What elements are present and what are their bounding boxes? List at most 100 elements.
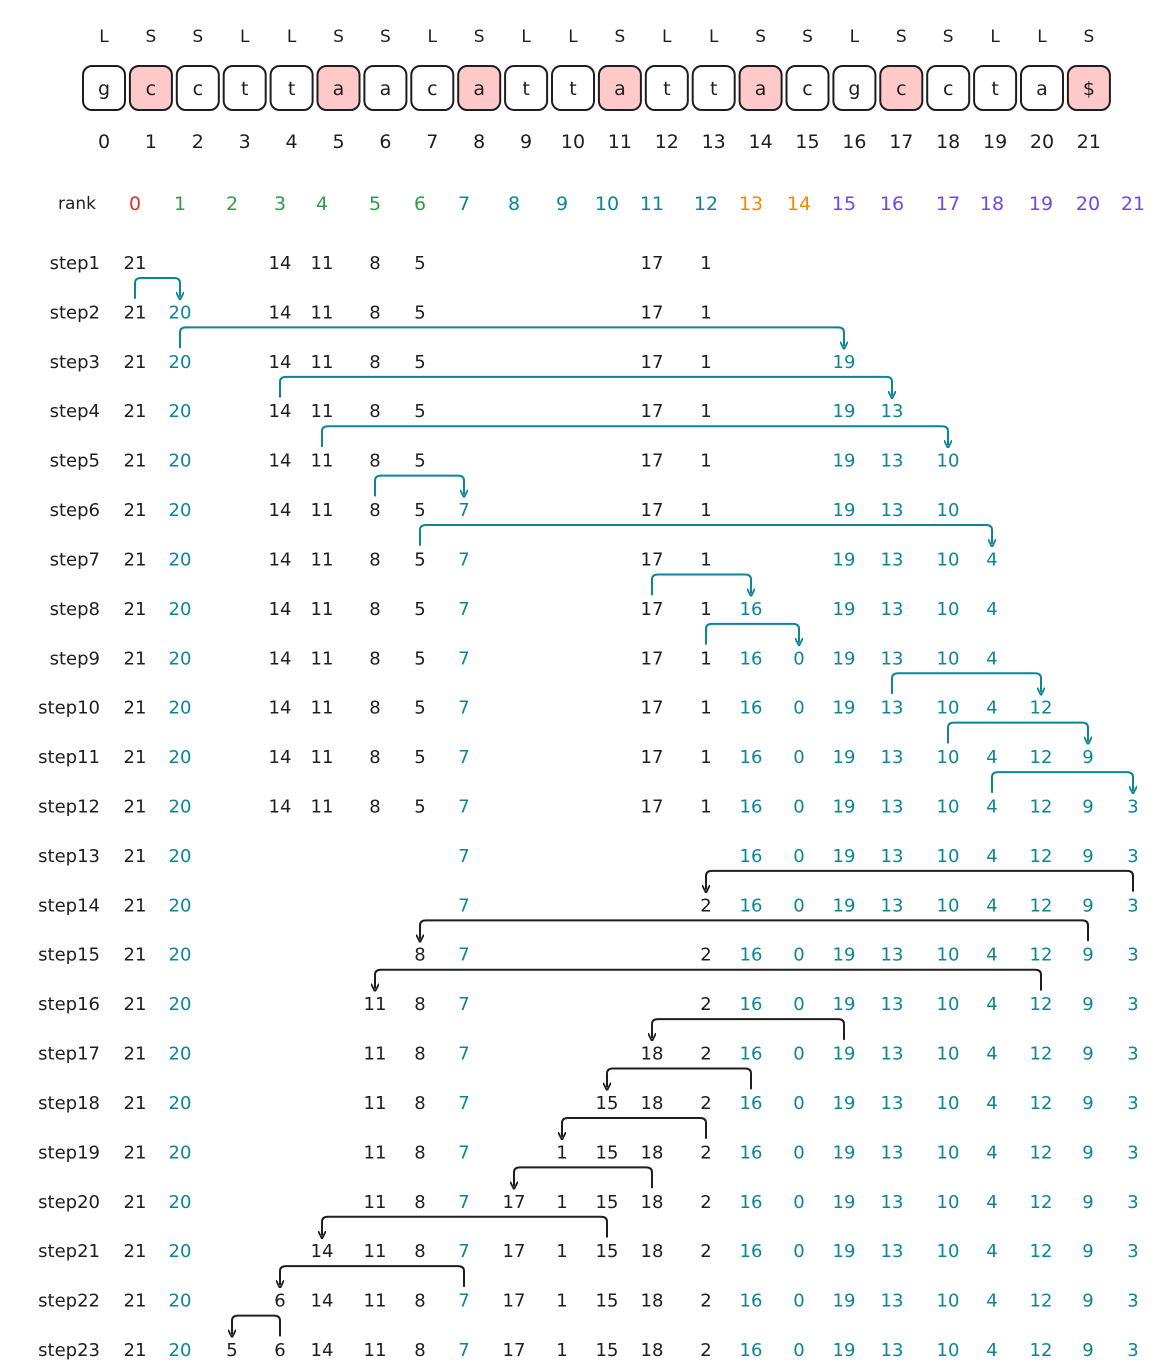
bucket-value: 18 [641, 1093, 664, 1114]
bucket-value: 11 [311, 648, 334, 669]
cell-char: a [755, 78, 767, 100]
string-cell: a [738, 65, 783, 111]
bucket-value: 21 [124, 253, 147, 274]
bucket-value: 1 [700, 747, 711, 768]
bucket-value: 17 [641, 698, 664, 719]
bucket-value: 21 [124, 895, 147, 916]
bucket-value: 13 [881, 698, 904, 719]
bucket-value: 19 [833, 451, 856, 472]
bucket-value: 16 [740, 846, 763, 867]
index-number: 10 [561, 131, 585, 153]
string-cell: g [82, 65, 126, 111]
bucket-value: 2 [700, 895, 711, 916]
bucket-value: 5 [414, 401, 425, 422]
bucket-value: 4 [986, 1192, 997, 1213]
type-label: S [146, 27, 157, 47]
bucket-value: 2 [700, 1142, 711, 1163]
bucket-value: 21 [124, 599, 147, 620]
move-arrow [375, 968, 1042, 990]
step-label: step9 [50, 648, 100, 669]
cell-char: a [1036, 78, 1048, 100]
bucket-value: 1 [700, 549, 711, 570]
cell-char: t [241, 78, 248, 100]
bucket-value: 2 [700, 1340, 711, 1361]
type-label: S [943, 27, 954, 47]
bucket-value: 20 [169, 1291, 192, 1312]
bucket-value: 4 [986, 1291, 997, 1312]
bucket-value: 9 [1082, 994, 1093, 1015]
bucket-value: 10 [937, 599, 960, 620]
move-arrow [652, 1018, 845, 1039]
bucket-value: 7 [458, 895, 469, 916]
bucket-value: 19 [833, 1093, 856, 1114]
string-cell: c [410, 65, 455, 111]
bucket-value: 21 [124, 797, 147, 818]
step-label: step14 [38, 895, 100, 916]
type-label: L [1037, 27, 1047, 47]
cell-box [832, 65, 877, 111]
bucket-value: 20 [169, 1241, 192, 1262]
cell-char: g [98, 78, 110, 100]
bucket-value: 17 [641, 451, 664, 472]
step-row: step5 21 20 14 11 8 5 17 1 19 13 10 [50, 451, 960, 472]
bucket-value: 1 [700, 401, 711, 422]
cell-box [175, 65, 220, 111]
bucket-value: 11 [364, 994, 387, 1015]
bucket-value: 16 [740, 1241, 763, 1262]
step-label: step19 [38, 1142, 100, 1163]
step-row: step22 21 20 6 14 11 8 7 17 1 15 18 2 16 0 19 13 10 4 12 9 3 [38, 1291, 1139, 1312]
bucket-value: 9 [1082, 1291, 1093, 1312]
bucket-value: 8 [414, 1093, 425, 1114]
bucket-value: 7 [458, 846, 469, 867]
bucket-value: 14 [311, 1340, 334, 1361]
string-cell: $ [1066, 65, 1111, 111]
bucket-value: 14 [269, 500, 292, 521]
move-arrow [514, 1166, 653, 1187]
string-cell-row: g c c t t a a c a t t a t t a c g c c t a $ [82, 65, 1111, 111]
bucket-value: 2 [700, 1291, 711, 1312]
cell-char: a [333, 78, 345, 100]
rank-row: rank 0 1 2 3 4 5 6 7 8 9 10 11 12 13 14 15 16 17 18 19 20 21 [58, 193, 1145, 215]
bucket-value: 3 [1127, 1142, 1138, 1163]
bucket-value: 13 [881, 1093, 904, 1114]
bucket-value: 0 [793, 797, 804, 818]
bucket-value: 19 [833, 401, 856, 422]
bucket-value: 19 [833, 945, 856, 966]
string-cell: t [551, 65, 595, 111]
bucket-value: 9 [1082, 1044, 1093, 1065]
bucket-value: 11 [364, 1044, 387, 1065]
bucket-value: 8 [414, 1340, 425, 1361]
move-arrow [706, 869, 1134, 891]
bucket-value: 18 [641, 1142, 664, 1163]
bucket-value: 4 [986, 945, 997, 966]
bucket-value: 13 [881, 1340, 904, 1361]
bucket-value: 17 [503, 1192, 526, 1213]
step-row: step18 21 20 11 8 7 15 18 2 16 0 19 13 10 4 12 9 3 [38, 1093, 1139, 1114]
index-number: 6 [379, 131, 391, 153]
move-arrow [991, 771, 1133, 792]
step-label: step18 [38, 1093, 100, 1114]
step-row: step9 21 20 14 11 8 5 7 17 1 16 0 19 13 10 4 [50, 648, 998, 669]
bucket-value: 17 [641, 401, 664, 422]
bucket-value: 11 [311, 599, 334, 620]
bucket-value: 16 [740, 599, 763, 620]
bucket-value: 9 [1082, 895, 1093, 916]
bucket-value: 4 [986, 846, 997, 867]
bucket-value: 18 [641, 1192, 664, 1213]
bucket-value: 11 [364, 1291, 387, 1312]
bucket-value: 8 [414, 1044, 425, 1065]
bucket-value: 16 [740, 1192, 763, 1213]
bucket-value: 9 [1082, 846, 1093, 867]
bucket-value: 0 [793, 698, 804, 719]
bucket-value: 5 [414, 500, 425, 521]
bucket-value: 13 [881, 1291, 904, 1312]
step-label: step10 [38, 698, 100, 719]
bucket-value: 3 [1127, 1291, 1138, 1312]
bucket-value: 21 [124, 1093, 147, 1114]
cell-box [128, 65, 173, 111]
bucket-value: 16 [740, 895, 763, 916]
bucket-value: 14 [311, 1241, 334, 1262]
bucket-value: 0 [793, 1142, 804, 1163]
